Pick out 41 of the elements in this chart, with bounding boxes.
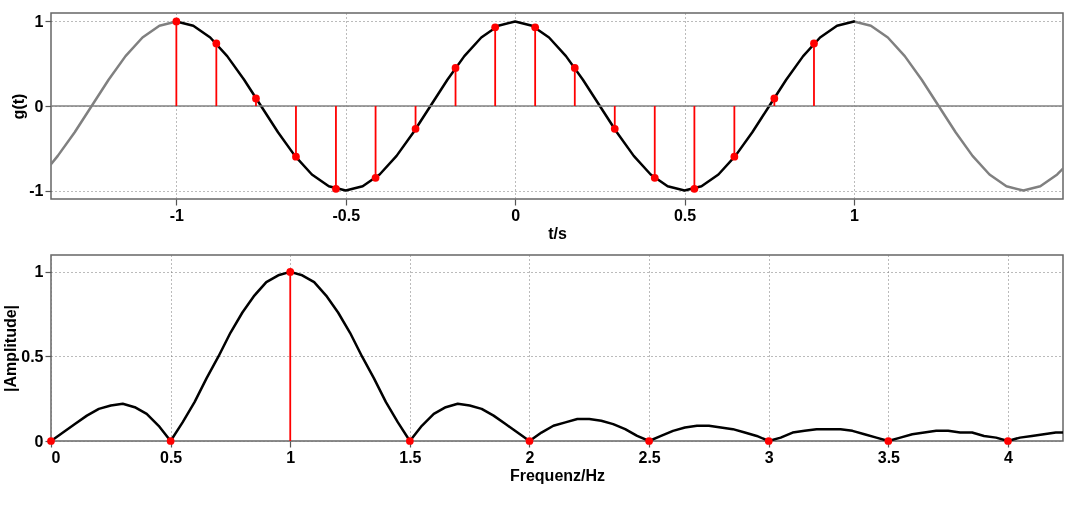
point bbox=[531, 23, 540, 32]
point bbox=[252, 94, 260, 103]
x-tick-label: 0.5 bbox=[673, 206, 697, 224]
y-axis-title: |Amplitude| bbox=[2, 304, 20, 393]
point bbox=[730, 152, 739, 161]
point bbox=[332, 184, 340, 193]
point bbox=[690, 184, 699, 193]
y-tick-label: 0 bbox=[34, 97, 44, 115]
point bbox=[570, 64, 579, 72]
x-tick-label: 2 bbox=[525, 448, 535, 466]
x-tick-label: 3.5 bbox=[877, 448, 901, 466]
point bbox=[451, 64, 460, 72]
point bbox=[650, 174, 659, 182]
y-tick-label: 0 bbox=[34, 432, 44, 450]
point bbox=[770, 94, 779, 103]
y-tick-label: -1 bbox=[29, 182, 44, 200]
y-tick-label: 1 bbox=[34, 263, 44, 281]
x-axis-title: Frequenz/Hz bbox=[509, 466, 606, 484]
x-tick-label: 1 bbox=[850, 206, 860, 224]
x-tick-label: 0.5 bbox=[160, 448, 183, 466]
point bbox=[371, 174, 380, 182]
x-tick-label: -1 bbox=[169, 206, 185, 224]
y-tick-label: 0.5 bbox=[21, 347, 44, 365]
point bbox=[212, 39, 221, 48]
point bbox=[411, 124, 420, 133]
point bbox=[172, 17, 181, 26]
x-tick-label: 0 bbox=[51, 448, 61, 466]
x-tick-label: 2.5 bbox=[638, 448, 661, 466]
x-tick-label: 4 bbox=[1004, 448, 1014, 466]
x-tick-label: 3 bbox=[764, 448, 774, 466]
point bbox=[810, 39, 818, 48]
x-tick-label: 0 bbox=[511, 206, 521, 224]
y-axis-title: g(t) bbox=[10, 93, 28, 120]
point bbox=[610, 124, 619, 133]
point bbox=[292, 152, 300, 161]
x-tick-label: -0.5 bbox=[332, 206, 361, 224]
x-axis-title: t/s bbox=[548, 224, 567, 242]
x-tick-label: 1.5 bbox=[399, 448, 422, 466]
point bbox=[491, 23, 500, 32]
x-tick-label: 1 bbox=[286, 448, 296, 466]
y-tick-label: 1 bbox=[34, 12, 44, 30]
